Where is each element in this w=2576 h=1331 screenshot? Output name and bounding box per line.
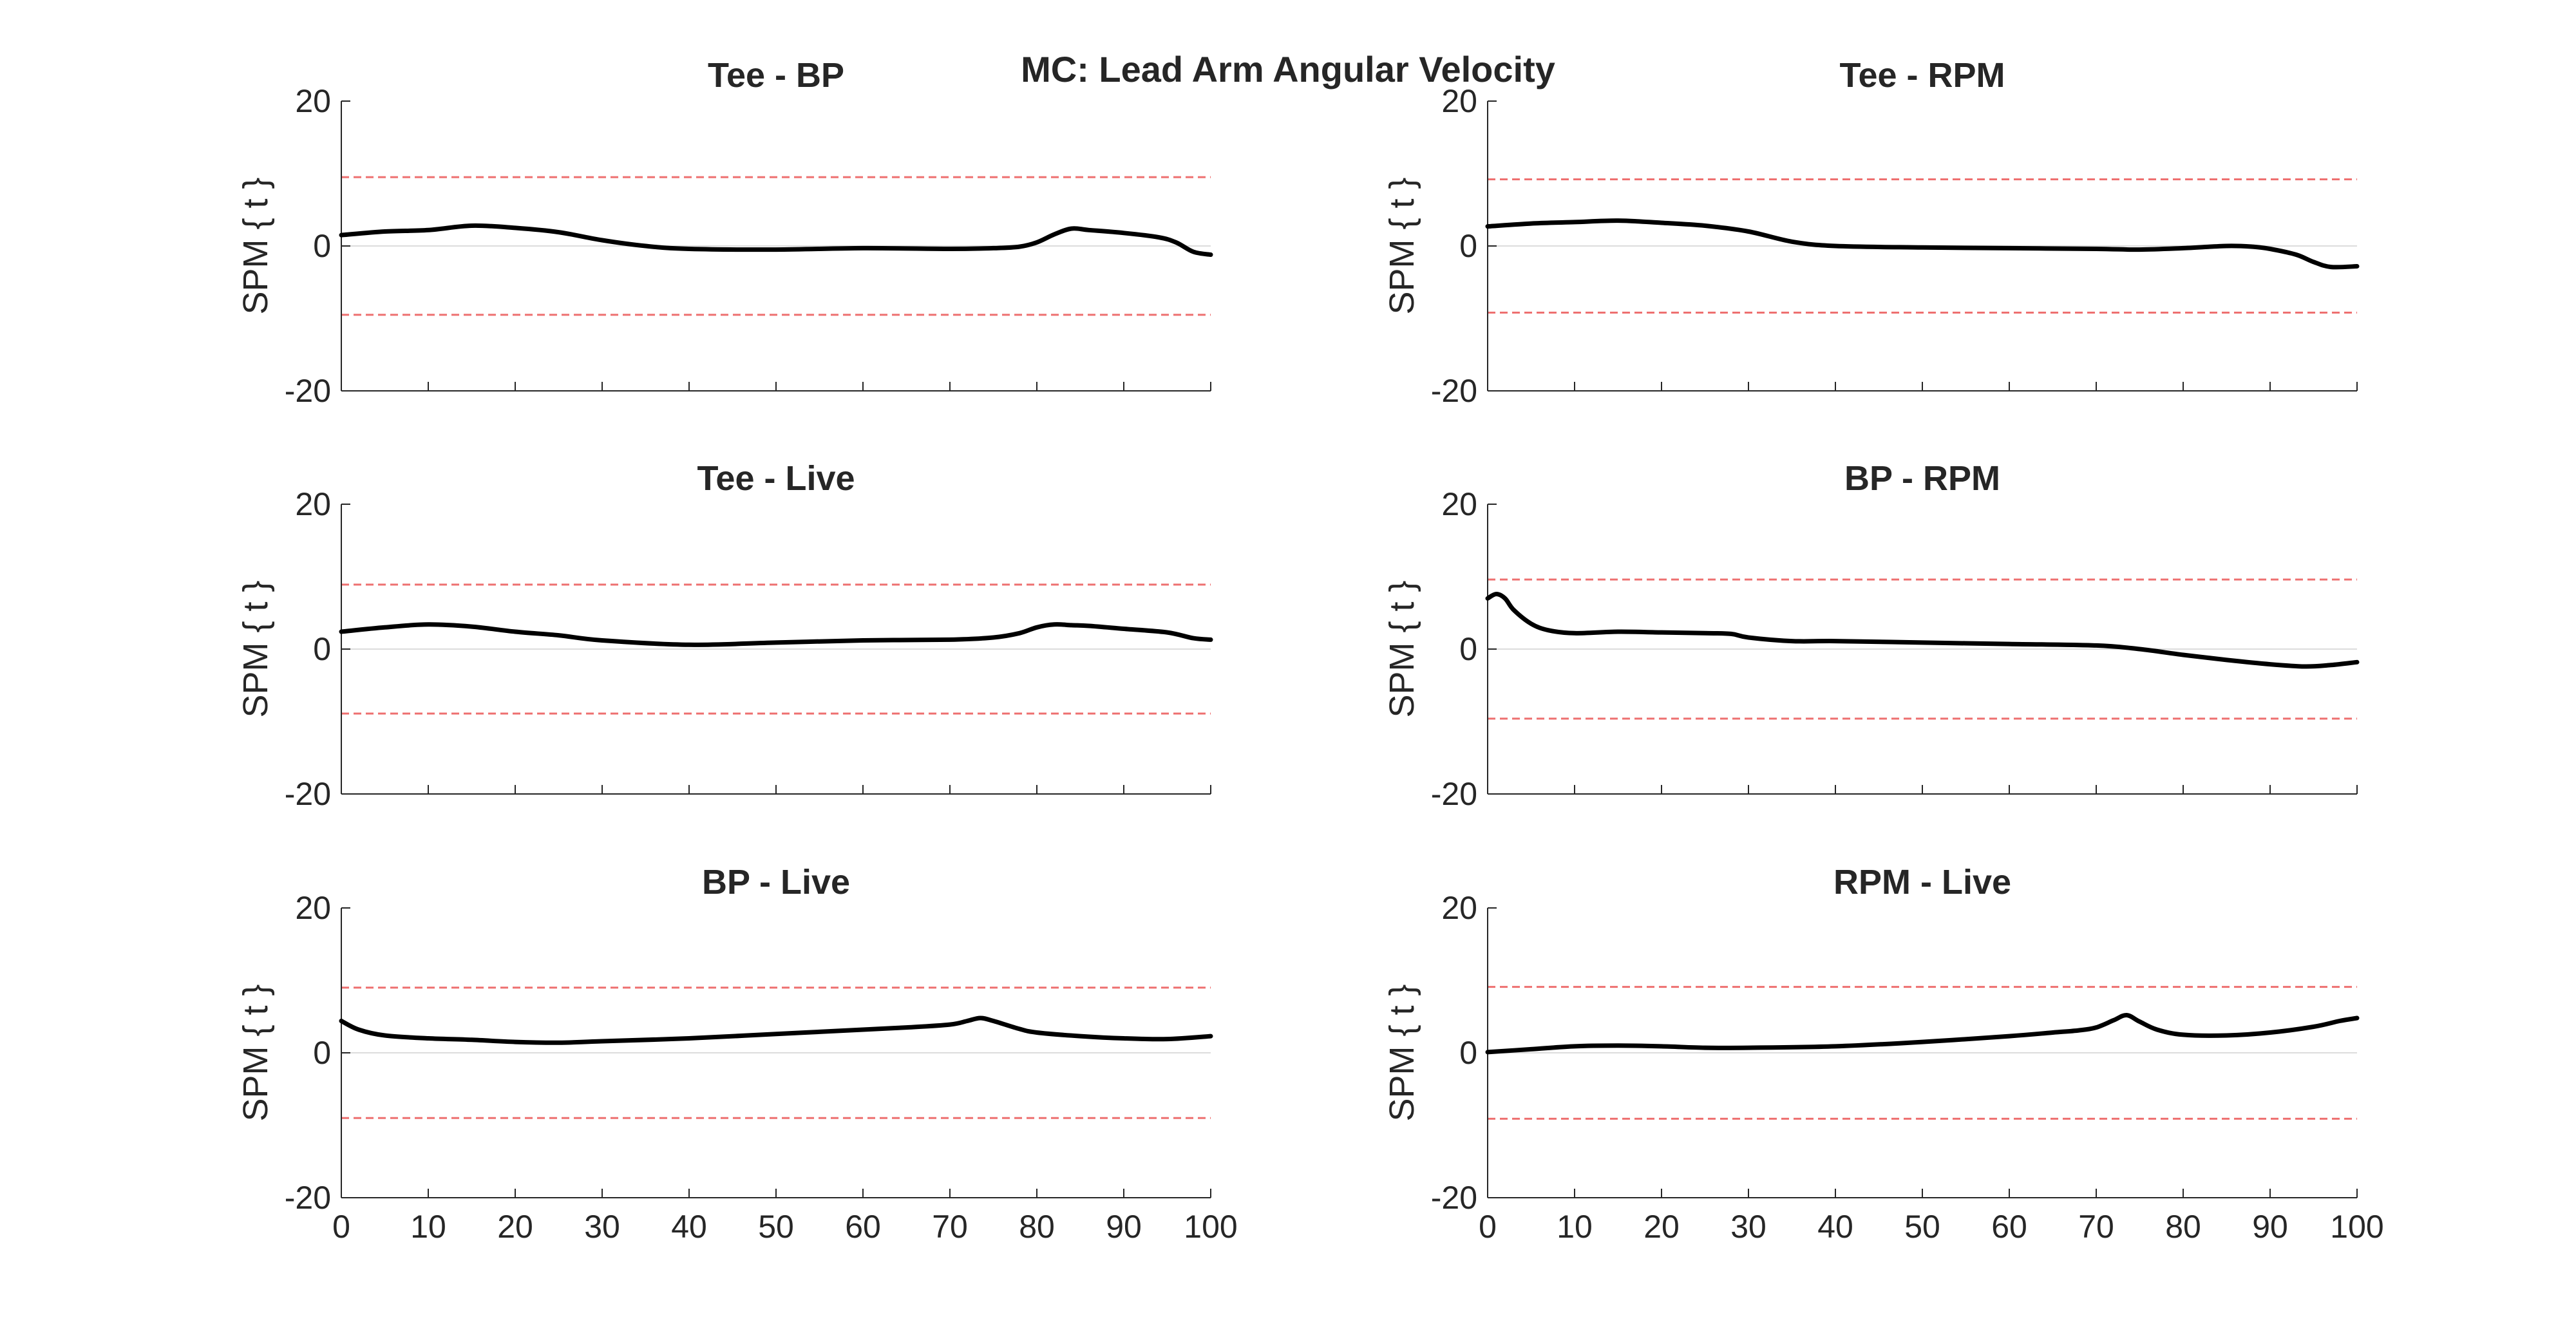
y-axis-label: SPM { t } xyxy=(1383,177,1421,314)
subplot-4: BP - RPM SPM { t } -20 0 20 xyxy=(1383,459,2360,812)
x-tick-label: 40 xyxy=(1817,1209,1853,1245)
x-tick-label: 20 xyxy=(497,1209,533,1245)
x-tick-label: 70 xyxy=(2078,1209,2114,1245)
subplot-title: Tee - RPM xyxy=(1839,56,2005,95)
x-tick-label: 50 xyxy=(758,1209,794,1245)
y-tick-label: 20 xyxy=(295,83,331,119)
subplot-title: BP - Live xyxy=(702,863,850,901)
x-tick-label: 0 xyxy=(1479,1209,1497,1245)
y-axis-label: SPM { t } xyxy=(1383,984,1421,1121)
y-tick-label: 0 xyxy=(313,228,331,264)
spm-t-curve xyxy=(1485,592,2360,669)
x-tick-label: 20 xyxy=(1643,1209,1680,1245)
y-tick-label: 20 xyxy=(1441,486,1477,522)
y-tick-label: 0 xyxy=(1459,1035,1477,1071)
y-axis-label: SPM { t } xyxy=(236,580,275,717)
y-tick-label: 20 xyxy=(295,890,331,926)
spm-t-curve xyxy=(339,622,1213,647)
y-tick-label: 20 xyxy=(1441,83,1477,119)
y-axis-label: SPM { t } xyxy=(236,984,275,1121)
y-tick-label: -20 xyxy=(1431,373,1477,409)
y-tick-label: 0 xyxy=(313,631,331,667)
x-tick-label: 30 xyxy=(584,1209,620,1245)
x-tick-label: 80 xyxy=(1019,1209,1055,1245)
subplot-2: Tee - RPM SPM { t } -20 0 20 xyxy=(1383,56,2360,409)
y-tick-label: -20 xyxy=(1431,776,1477,812)
spm-t-curve xyxy=(339,223,1213,257)
y-tick-label: -20 xyxy=(285,373,331,409)
y-axis-label: SPM { t } xyxy=(1383,580,1421,717)
y-tick-label: -20 xyxy=(1431,1180,1477,1216)
x-tick-label: 40 xyxy=(671,1209,707,1245)
x-tick-label: 0 xyxy=(332,1209,350,1245)
subplot-title: RPM - Live xyxy=(1833,863,2011,901)
y-tick-label: -20 xyxy=(285,1180,331,1216)
x-tick-label: 60 xyxy=(1991,1209,2027,1245)
x-tick-label: 30 xyxy=(1730,1209,1766,1245)
x-tick-label: 60 xyxy=(845,1209,881,1245)
subplot-title: Tee - BP xyxy=(708,56,844,95)
y-tick-label: 0 xyxy=(1459,228,1477,264)
y-tick-label: 20 xyxy=(295,486,331,522)
subplot-3: Tee - Live SPM { t } -20 0 20 xyxy=(236,459,1213,812)
y-tick-label: -20 xyxy=(285,776,331,812)
x-tick-label: 80 xyxy=(2165,1209,2201,1245)
x-tick-label: 10 xyxy=(1557,1209,1593,1245)
x-tick-label: 90 xyxy=(1106,1209,1142,1245)
x-tick-label: 70 xyxy=(932,1209,968,1245)
x-tick-label: 90 xyxy=(2252,1209,2288,1245)
y-axis-label: SPM { t } xyxy=(236,177,275,314)
subplot-1: Tee - BP SPM { t } -20 0 20 xyxy=(236,56,1213,409)
x-tick-label: 10 xyxy=(410,1209,446,1245)
x-tick-label: 50 xyxy=(1904,1209,1940,1245)
y-tick-label: 0 xyxy=(313,1035,331,1071)
spm-t-curve xyxy=(1485,1013,2360,1055)
spm-t-curve xyxy=(339,1015,1213,1045)
spm-t-curve xyxy=(1485,218,2360,270)
x-tick-label: 100 xyxy=(1184,1209,1237,1245)
figure-title: MC: Lead Arm Angular Velocity xyxy=(1021,49,1555,90)
y-tick-label: 20 xyxy=(1441,890,1477,926)
x-tick-label: 100 xyxy=(2330,1209,2383,1245)
subplot-title: Tee - Live xyxy=(697,459,855,498)
y-tick-label: 0 xyxy=(1459,631,1477,667)
subplot-title: BP - RPM xyxy=(1844,459,2000,498)
